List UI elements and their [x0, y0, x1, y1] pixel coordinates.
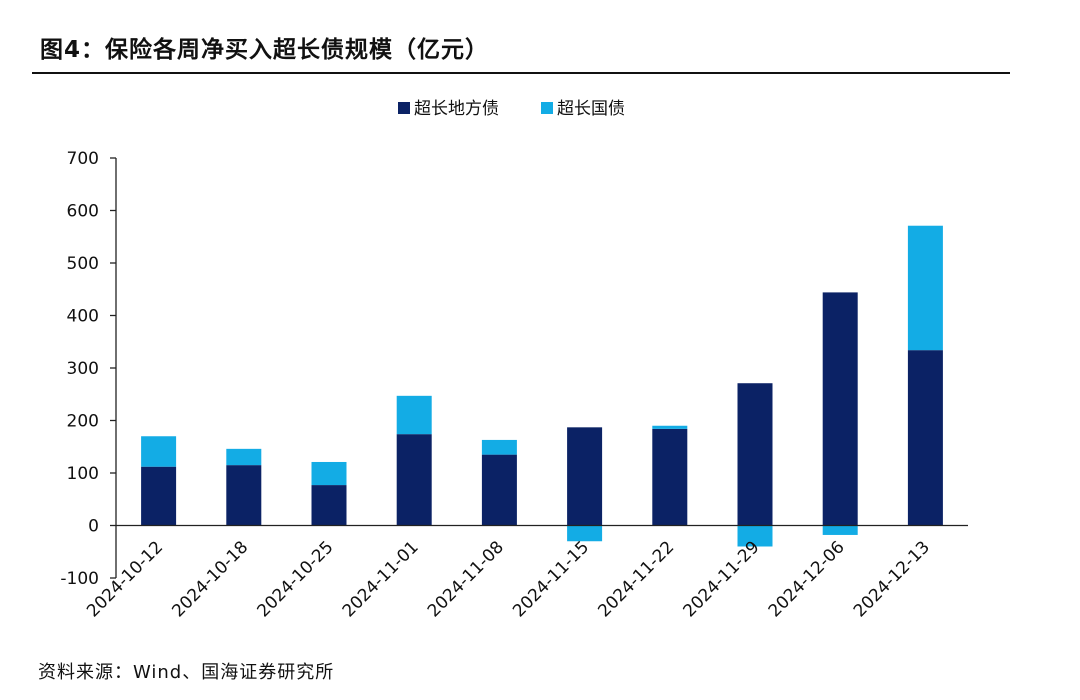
x-tick-label: 2024-11-01: [339, 537, 423, 621]
y-tick-label: 700: [67, 149, 99, 169]
y-tick-label: -100: [60, 569, 99, 589]
x-tick-label: 2024-10-18: [168, 537, 252, 621]
x-tick-label: 2024-12-13: [850, 537, 934, 621]
bar-segment: [652, 425, 688, 429]
legend-swatch: [541, 102, 553, 114]
figure-header: 图4：保险各周净买入超长债规模（亿元）: [32, 30, 1010, 74]
y-tick-label: 600: [67, 202, 99, 222]
bar-marks: [141, 225, 943, 547]
legend-label: 超长国债: [557, 99, 625, 119]
legend-label: 超长地方债: [414, 99, 499, 119]
y-tick-label: 500: [67, 254, 99, 274]
bar-segment: [907, 350, 943, 526]
x-axis: 2024-10-12 2024-10-18 2024-10-25 2024-11-01…: [83, 524, 968, 621]
legend-swatch: [398, 102, 410, 114]
title-rule: [32, 72, 1010, 74]
bar-segment: [822, 292, 858, 526]
bar-segment: [141, 466, 177, 526]
bar-segment: [311, 485, 347, 526]
bar-segment: [822, 525, 858, 535]
bar-segment: [567, 427, 603, 526]
bar-segment: [737, 525, 773, 547]
y-tick-label: 200: [67, 412, 99, 432]
bar-segment: [311, 461, 347, 486]
y-tick-label: 100: [67, 464, 99, 484]
bar-segment: [737, 383, 773, 526]
bar-segment: [226, 465, 262, 526]
x-tick-label: 2024-11-29: [680, 537, 764, 621]
bar-segment: [652, 428, 688, 526]
y-tick-label: 300: [67, 359, 99, 379]
x-tick-label: 2024-11-22: [594, 537, 678, 621]
x-tick-label: 2024-10-25: [254, 537, 338, 621]
chart-legend: 超长地方债 超长国债: [398, 99, 625, 119]
y-axis: -100 0 100 200 300 400 500 600 700: [60, 149, 117, 589]
y-tick-label: 0: [88, 517, 99, 537]
bar-segment: [396, 434, 432, 526]
bar-segment: [226, 448, 262, 466]
figure-title: 图4：保险各周净买入超长债规模（亿元）: [40, 37, 490, 63]
x-tick-label: 2024-11-08: [424, 537, 508, 621]
x-tick-label: 2024-11-15: [509, 537, 593, 621]
bar-segment: [567, 525, 603, 542]
bar-segment: [141, 436, 177, 467]
bar-segment: [481, 439, 517, 455]
bar-segment: [907, 225, 943, 351]
stacked-bar-chart: 超长地方债 超长国债 -100 0 100 200 300 400 500 600 700 202…: [60, 99, 968, 621]
bar-segment: [396, 395, 432, 435]
x-tick-label: 2024-12-06: [765, 537, 849, 621]
source-note: 资料来源：Wind、国海证券研究所: [38, 662, 335, 683]
y-tick-label: 400: [67, 307, 99, 327]
bar-segment: [481, 454, 517, 526]
